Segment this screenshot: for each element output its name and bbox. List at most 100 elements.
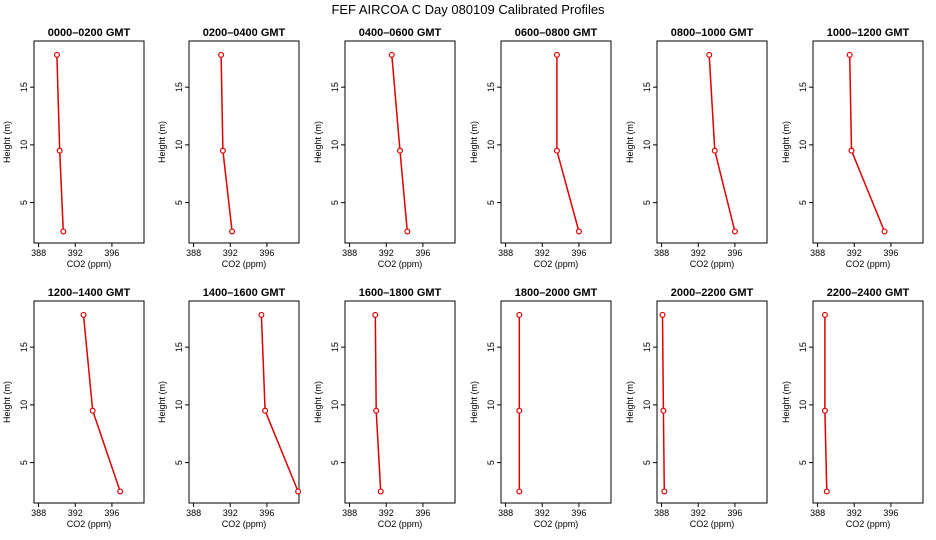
x-axis-label: CO2 (ppm) [534, 519, 579, 529]
x-axis-label: CO2 (ppm) [222, 259, 267, 269]
x-axis-label: CO2 (ppm) [378, 519, 423, 529]
y-tick-label: 5 [798, 460, 808, 465]
y-tick-label: 15 [642, 82, 652, 92]
data-point [575, 228, 582, 235]
chart-panel-6: 1000–1200 GMT 388 392 396 5 10 15 CO2 (ppm) Heig… [781, 27, 924, 269]
chart-panel-5: 0800–1000 GMT 388 392 396 5 10 15 CO2 (ppm) Heig… [625, 27, 768, 269]
x-tick-label: 388 [186, 248, 201, 258]
y-axis-label: Height (m) [2, 121, 12, 163]
y-tick-label: 5 [642, 460, 652, 465]
x-tick-label: 396 [104, 508, 119, 518]
x-axis-label: CO2 (ppm) [690, 259, 735, 269]
y-tick-label: 10 [642, 400, 652, 410]
data-point [881, 228, 888, 235]
x-tick-label: 388 [342, 508, 357, 518]
data-point [53, 51, 60, 58]
data-point [823, 488, 830, 495]
profile-line [391, 54, 409, 232]
x-tick-label: 388 [810, 248, 825, 258]
plot-frame [812, 300, 924, 504]
panel-title: 2200–2400 GMT [827, 287, 910, 299]
y-tick-label: 5 [486, 460, 496, 465]
data-point [516, 311, 523, 318]
y-axis-label: Height (m) [313, 381, 323, 423]
x-tick-label: 388 [498, 248, 513, 258]
panel-grid: 0000–0200 GMT 388 392 396 5 10 15 CO2 (ppm) Heig… [2, 27, 924, 529]
data-point [56, 147, 63, 154]
data-point [661, 488, 668, 495]
x-axis-label: CO2 (ppm) [846, 259, 891, 269]
y-tick-label: 10 [486, 400, 496, 410]
y-tick-label: 10 [798, 140, 808, 150]
x-tick-label: 392 [691, 248, 706, 258]
plot-frame [812, 40, 924, 244]
panel-title: 0000–0200 GMT [48, 27, 131, 39]
x-tick-label: 396 [259, 508, 274, 518]
x-tick-label: 388 [654, 508, 669, 518]
y-tick-label: 15 [174, 342, 184, 352]
data-point [377, 488, 384, 495]
y-tick-label: 10 [19, 400, 29, 410]
data-point [846, 51, 853, 58]
y-axis-label: Height (m) [469, 121, 479, 163]
y-tick-label: 5 [330, 460, 340, 465]
y-tick-label: 5 [486, 200, 496, 205]
y-tick-label: 15 [642, 342, 652, 352]
x-tick-label: 392 [68, 248, 83, 258]
data-point [388, 51, 395, 58]
x-tick-label: 388 [31, 248, 46, 258]
profile-line [848, 54, 886, 232]
y-tick-label: 15 [486, 342, 496, 352]
x-tick-label: 392 [535, 248, 550, 258]
y-axis-label: Height (m) [469, 381, 479, 423]
data-point [397, 147, 404, 154]
y-tick-label: 10 [19, 140, 29, 150]
chart-panel-10: 1800–2000 GMT 388 392 396 5 10 15 CO2 (ppm) Heig… [469, 287, 612, 529]
plot-frame [656, 40, 768, 244]
data-point [706, 51, 713, 58]
plot-frame [500, 40, 612, 244]
data-point [80, 311, 87, 318]
data-point [218, 51, 225, 58]
data-point [821, 311, 828, 318]
y-axis-label: Height (m) [625, 381, 635, 423]
x-tick-label: 388 [654, 248, 669, 258]
chart-panel-7: 1200–1400 GMT 388 392 396 5 10 15 CO2 (ppm) Heig… [2, 287, 145, 529]
x-tick-label: 396 [727, 248, 742, 258]
y-tick-label: 15 [798, 342, 808, 352]
chart-panel-3: 0400–0600 GMT 388 392 396 5 10 15 CO2 (ppm) Heig… [313, 27, 456, 269]
data-point [553, 51, 560, 58]
y-axis-label: Height (m) [781, 381, 791, 423]
x-tick-label: 392 [847, 248, 862, 258]
x-tick-label: 392 [68, 508, 83, 518]
x-tick-label: 396 [571, 248, 586, 258]
plot-frame [344, 300, 456, 504]
data-point [821, 407, 828, 414]
chart-panel-1: 0000–0200 GMT 388 392 396 5 10 15 CO2 (ppm) Heig… [2, 27, 145, 269]
y-tick-label: 10 [486, 140, 496, 150]
y-tick-label: 15 [330, 342, 340, 352]
x-tick-label: 396 [104, 248, 119, 258]
profile-line [556, 54, 580, 232]
x-tick-label: 396 [415, 508, 430, 518]
x-tick-label: 388 [810, 508, 825, 518]
profile-line [824, 314, 828, 492]
x-tick-label: 396 [883, 508, 898, 518]
chart-panel-4: 0600–0800 GMT 388 392 396 5 10 15 CO2 (ppm) Heig… [469, 27, 612, 269]
y-tick-label: 15 [19, 342, 29, 352]
x-axis-label: CO2 (ppm) [67, 519, 112, 529]
data-point [553, 147, 560, 154]
profile-line [82, 314, 121, 492]
x-tick-label: 392 [535, 508, 550, 518]
plot-frame [33, 40, 145, 244]
x-tick-label: 396 [415, 248, 430, 258]
x-tick-label: 392 [379, 248, 394, 258]
x-tick-label: 388 [31, 508, 46, 518]
data-point [258, 311, 265, 318]
plot-frame [344, 40, 456, 244]
x-tick-label: 388 [186, 508, 201, 518]
figure-title: FEF AIRCOA C Day 080109 Calibrated Profi… [331, 2, 605, 17]
x-tick-label: 388 [342, 248, 357, 258]
chart-panel-11: 2000–2200 GMT 388 392 396 5 10 15 CO2 (ppm) Heig… [625, 287, 768, 529]
